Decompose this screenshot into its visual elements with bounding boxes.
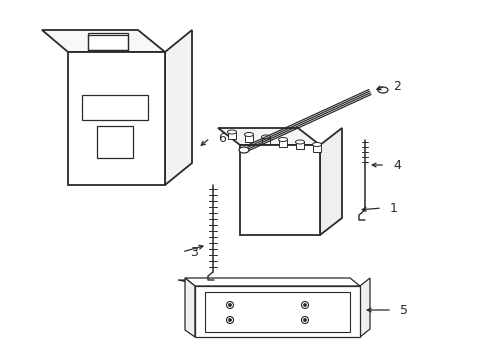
Polygon shape	[218, 128, 319, 145]
Ellipse shape	[377, 87, 387, 93]
Polygon shape	[240, 145, 319, 235]
Ellipse shape	[239, 147, 248, 153]
Polygon shape	[184, 278, 359, 286]
Polygon shape	[227, 132, 236, 139]
Polygon shape	[42, 30, 164, 52]
Ellipse shape	[312, 143, 321, 147]
Text: 3: 3	[190, 246, 198, 258]
Polygon shape	[262, 137, 269, 144]
Ellipse shape	[278, 138, 287, 141]
Polygon shape	[178, 280, 359, 292]
Polygon shape	[312, 144, 320, 152]
Circle shape	[228, 304, 231, 306]
Polygon shape	[244, 135, 252, 141]
Polygon shape	[82, 95, 148, 120]
Ellipse shape	[295, 140, 304, 144]
Text: 2: 2	[392, 80, 400, 93]
Ellipse shape	[244, 132, 253, 136]
Text: 6: 6	[218, 131, 225, 144]
Circle shape	[228, 319, 231, 321]
Polygon shape	[195, 286, 359, 337]
Ellipse shape	[227, 130, 236, 134]
Polygon shape	[279, 140, 286, 147]
Polygon shape	[97, 126, 133, 158]
Polygon shape	[295, 142, 304, 149]
Text: 4: 4	[392, 158, 400, 171]
Polygon shape	[184, 278, 195, 337]
Polygon shape	[359, 278, 369, 337]
Polygon shape	[68, 52, 164, 185]
Polygon shape	[164, 30, 192, 185]
Ellipse shape	[261, 135, 270, 139]
Circle shape	[303, 319, 305, 321]
Polygon shape	[204, 292, 349, 332]
Polygon shape	[319, 128, 341, 235]
Polygon shape	[88, 33, 128, 50]
Circle shape	[303, 304, 305, 306]
Text: 1: 1	[389, 202, 397, 215]
Text: 5: 5	[399, 303, 407, 316]
